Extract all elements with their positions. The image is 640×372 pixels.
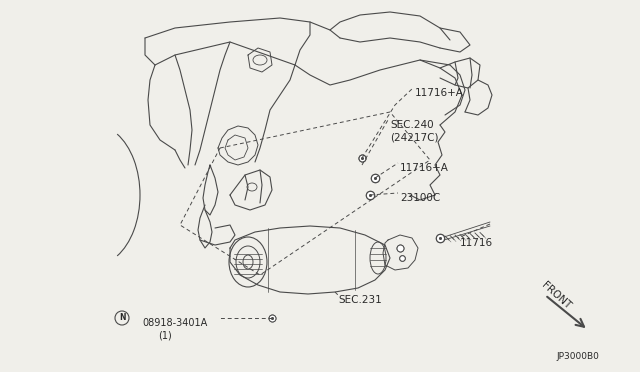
- Text: 08918-3401A: 08918-3401A: [142, 318, 207, 328]
- Text: SEC.231: SEC.231: [338, 295, 381, 305]
- Text: 11716+A: 11716+A: [400, 163, 449, 173]
- Text: N: N: [119, 314, 125, 323]
- Text: (24217C): (24217C): [390, 133, 438, 143]
- Text: 23100C: 23100C: [400, 193, 440, 203]
- Text: 11716: 11716: [460, 238, 493, 248]
- Text: SEC.240: SEC.240: [390, 120, 434, 130]
- Text: FRONT: FRONT: [540, 280, 573, 311]
- Text: 11716+A: 11716+A: [415, 88, 464, 98]
- Text: JP3000B0: JP3000B0: [556, 352, 599, 361]
- Text: (1): (1): [158, 331, 172, 341]
